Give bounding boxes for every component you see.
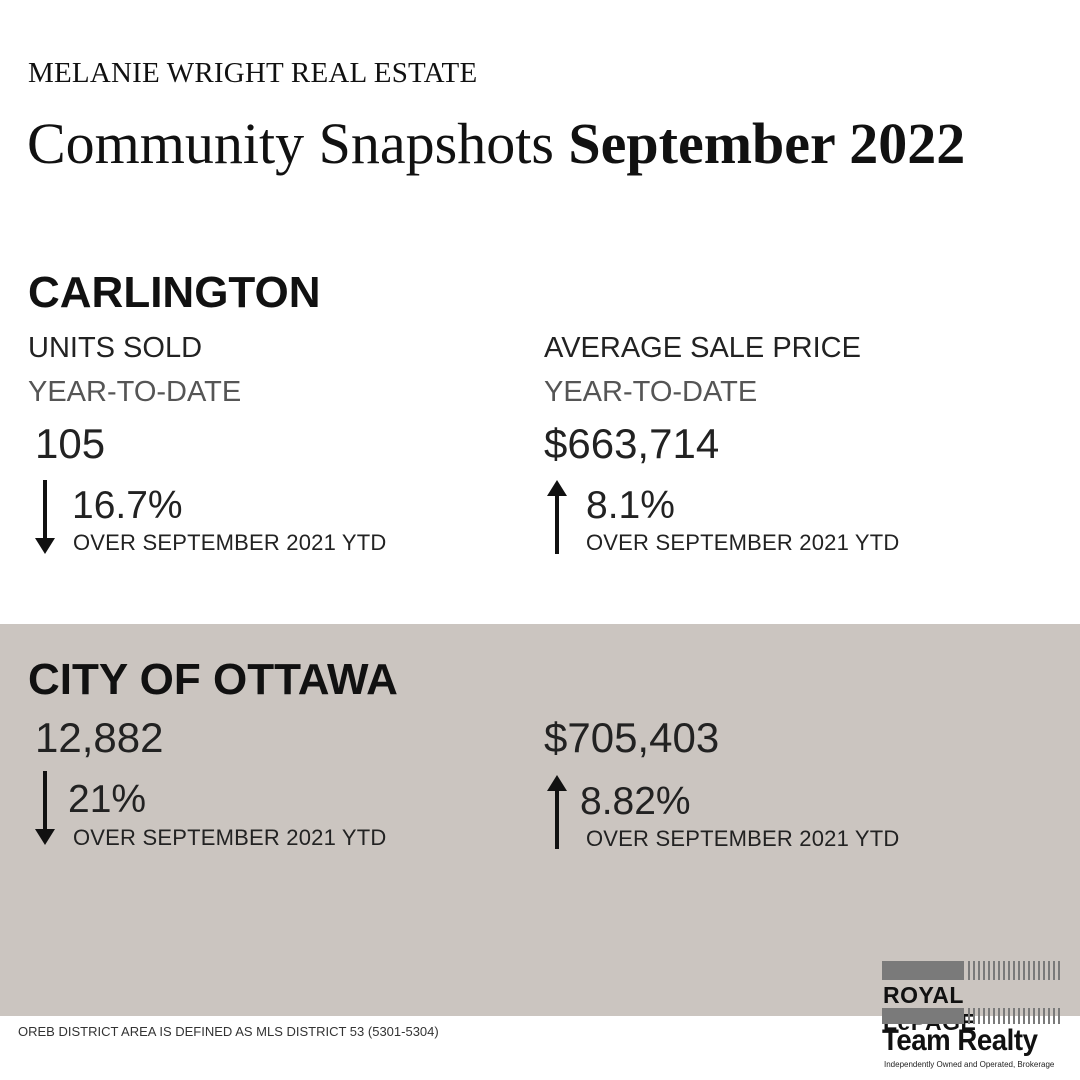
logo-tagline: Independently Owned and Operated, Broker… <box>884 1060 1055 1069</box>
ottawa-price-comparison: OVER SEPTEMBER 2021 YTD <box>586 826 900 851</box>
page-title: Community Snapshots September 2022 <box>27 110 965 177</box>
ottawa-price-change: 8.82% <box>580 780 691 823</box>
carlington-price-change: 8.1% <box>586 484 675 527</box>
ottawa-price-value: $705,403 <box>544 714 720 761</box>
title-light: Community Snapshots <box>27 111 554 176</box>
units-sold-label: UNITS SOLD <box>28 332 203 364</box>
logo-stripes-top <box>882 961 1060 980</box>
ottawa-units-comparison: OVER SEPTEMBER 2021 YTD <box>73 825 387 850</box>
carlington-heading: CARLINGTON <box>28 268 321 317</box>
avg-price-label: AVERAGE SALE PRICE <box>544 332 861 364</box>
arrow-down-icon <box>34 480 56 556</box>
units-period-label: YEAR-TO-DATE <box>28 376 242 408</box>
logo-stripes-bottom <box>882 1008 1060 1024</box>
carlington-price-value: $663,714 <box>544 420 720 467</box>
ottawa-band <box>0 624 1080 1016</box>
carlington-units-change: 16.7% <box>72 484 183 527</box>
ottawa-heading: CITY OF OTTAWA <box>28 655 398 704</box>
price-period-label: YEAR-TO-DATE <box>544 376 758 408</box>
carlington-units-value: 105 <box>35 420 106 467</box>
brand-name: MELANIE WRIGHT REAL ESTATE <box>28 57 478 89</box>
carlington-price-comparison: OVER SEPTEMBER 2021 YTD <box>586 530 900 555</box>
arrow-up-icon <box>546 478 568 554</box>
footnote: OREB DISTRICT AREA IS DEFINED AS MLS DIS… <box>18 1024 439 1039</box>
arrow-up-icon <box>546 773 568 849</box>
carlington-units-comparison: OVER SEPTEMBER 2021 YTD <box>73 530 387 555</box>
title-bold: September 2022 <box>568 111 966 176</box>
ottawa-units-value: 12,882 <box>35 714 164 761</box>
arrow-down-icon <box>34 771 56 847</box>
royal-lepage-logo: ROYAL LePAGE Team Realty Independently O… <box>882 961 1060 1073</box>
logo-line2: Team Realty <box>882 1024 1038 1057</box>
ottawa-units-change: 21% <box>68 778 147 821</box>
